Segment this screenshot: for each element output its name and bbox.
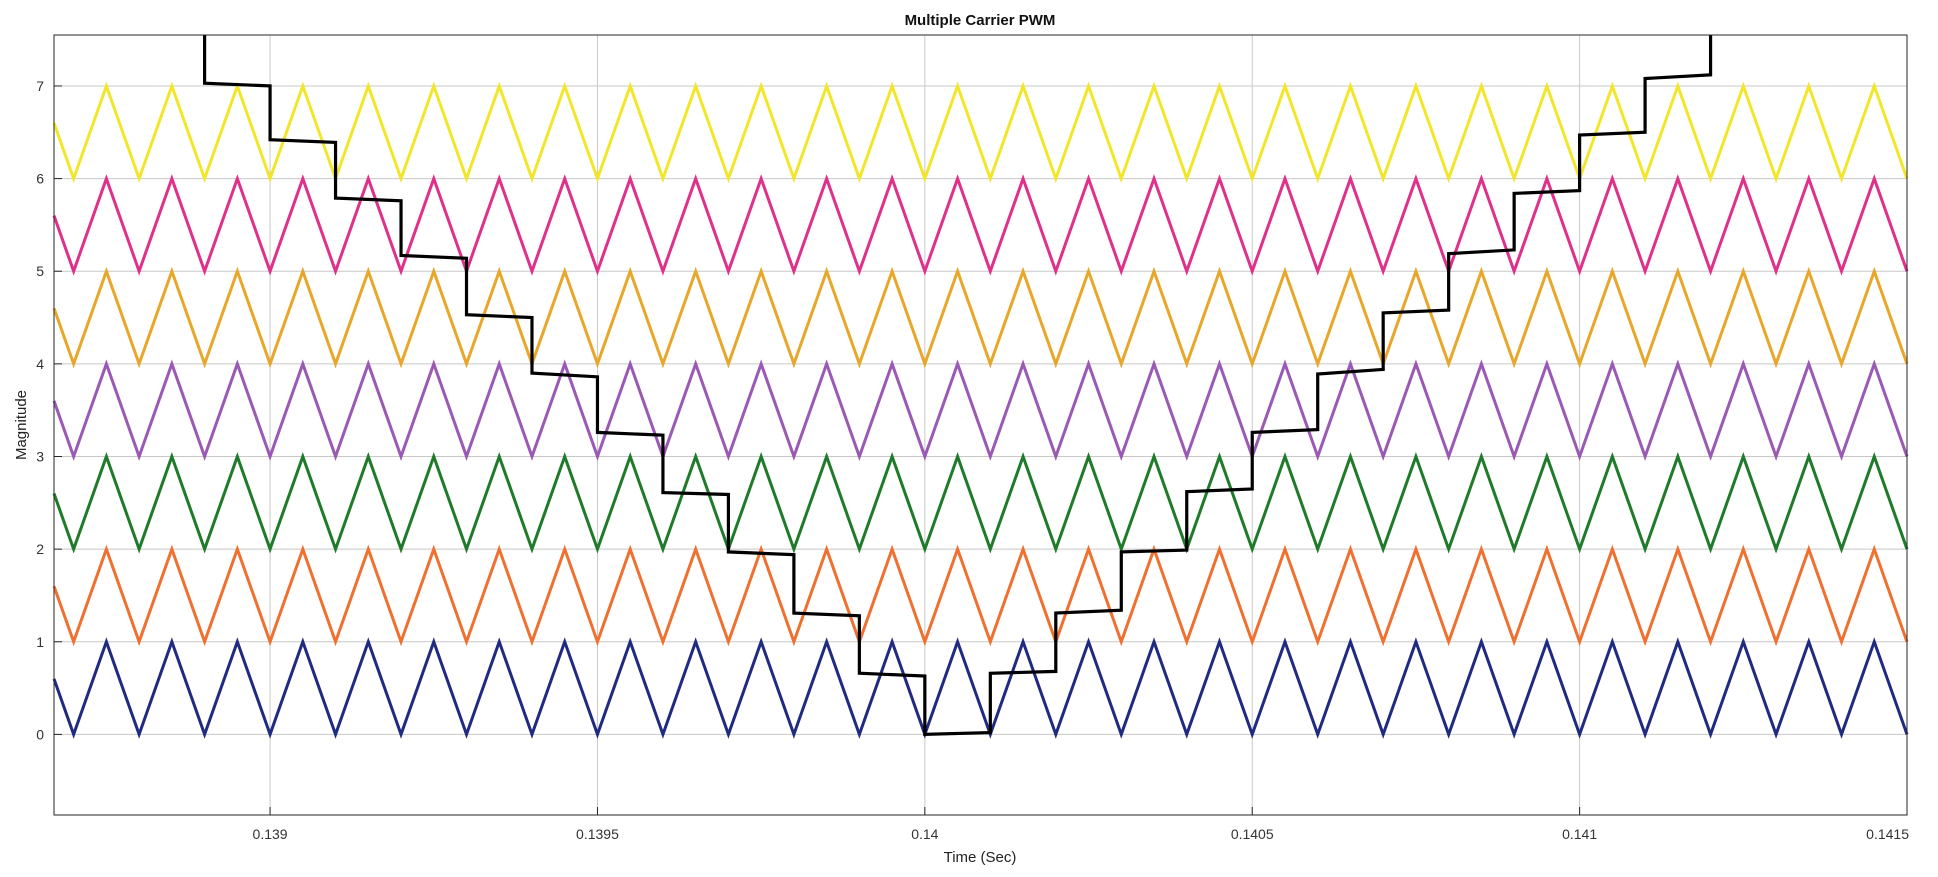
x-tick-label: 0.141 <box>1562 826 1597 842</box>
y-tick-label: 4 <box>36 356 44 372</box>
y-tick-label: 2 <box>36 541 44 557</box>
carrier-series-line-4 <box>52 359 1909 462</box>
series-layer <box>52 35 1909 739</box>
x-tick-label: 0.14 <box>911 826 938 842</box>
x-tick-label: 0.1405 <box>1231 826 1274 842</box>
y-tick-label: 5 <box>36 263 44 279</box>
x-axis-label: Time (Sec) <box>944 849 1017 866</box>
reference-series-line <box>203 35 1713 737</box>
carrier-series-line-5 <box>52 266 1909 369</box>
carrier-series-line-1 <box>52 637 1909 739</box>
carrier-series-line-2 <box>52 544 1909 647</box>
grid-layer <box>54 35 1908 815</box>
y-axis-label: Magnitude <box>13 390 30 460</box>
x-tick-label: 0.139 <box>253 826 288 842</box>
y-tick-label: 6 <box>36 171 44 187</box>
y-tick-label: 7 <box>36 78 44 94</box>
carrier-series-line-6 <box>52 174 1909 276</box>
x-tick-label: 0.1395 <box>576 826 619 842</box>
y-tick-label: 0 <box>36 726 44 742</box>
carrier-series-line-7 <box>52 81 1909 184</box>
y-tick-label: 1 <box>36 634 44 650</box>
carrier-series-line-3 <box>52 451 1909 554</box>
tick-layer: 0.139 0.1395 0.14 0.1405 0.141 0.1415 0 1 2 3 4 5 6 7 <box>36 78 1909 842</box>
y-tick-label: 3 <box>36 448 44 464</box>
chart-title: Multiple Carrier PWM <box>905 12 1056 29</box>
x-tick-label: 0.1415 <box>1866 826 1909 842</box>
plot-frame <box>53 34 1908 816</box>
